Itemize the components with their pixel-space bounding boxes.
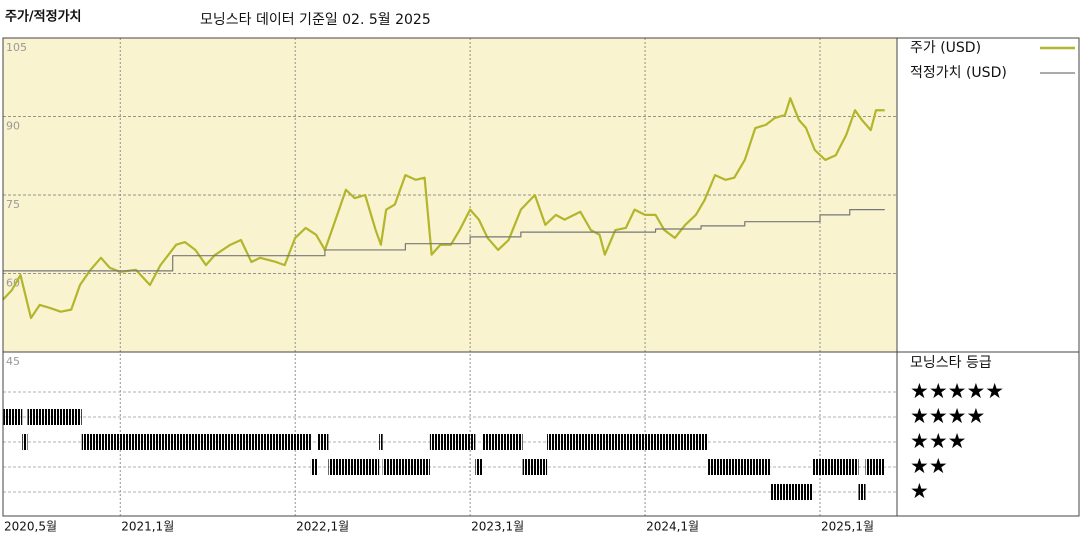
rating-bar: [317, 434, 329, 450]
rating-label: ★★★★★: [910, 379, 1004, 403]
rating-bar: [865, 459, 885, 475]
y-tick-label: 90: [6, 120, 20, 133]
rating-bar: [771, 484, 814, 500]
x-tick-label: 2024,1월: [646, 520, 699, 534]
rating-bar: [482, 434, 523, 450]
rating-label: ★★: [910, 454, 948, 478]
y-tick-label: 105: [6, 41, 27, 54]
legend-label: 주가 (USD): [910, 40, 981, 56]
rating-bar: [475, 459, 483, 475]
x-tick-label: 2020,5월: [4, 520, 57, 534]
chart-subtitle: 모닝스타 데이터 기준일 02. 5월 2025: [200, 12, 431, 28]
series-line: [3, 209, 885, 272]
x-tick-label: 2023,1월: [471, 520, 524, 534]
rating-title: 모닝스타 등급: [910, 355, 992, 371]
rating-bar: [429, 434, 476, 450]
rating-bar: [547, 434, 709, 450]
rating-bar: [3, 409, 23, 425]
x-tick-label: 2021,1월: [121, 520, 174, 534]
y-tick-label: 75: [6, 198, 20, 211]
rating-bar: [708, 459, 772, 475]
rating-bar: [22, 434, 28, 450]
y-tick-label: 60: [6, 277, 20, 290]
rating-bar: [522, 459, 548, 475]
series-line: [2, 97, 885, 320]
y-tick-label: 45: [6, 355, 20, 368]
rating-bar: [328, 459, 380, 475]
rating-bar: [310, 459, 318, 475]
frame: [2, 37, 1080, 517]
rating-bar: [382, 459, 430, 475]
legend-label: 적정가치 (USD): [910, 65, 1007, 81]
rating-bar: [379, 434, 383, 450]
rating-label: ★: [910, 479, 929, 503]
x-tick-label: 2025,1월: [821, 520, 874, 534]
rating-bar: [813, 459, 859, 475]
rating-bar: [858, 484, 866, 500]
x-tick-label: 2022,1월: [296, 520, 349, 534]
rating-label: ★★★: [910, 429, 966, 453]
chart-title: 주가/적정가치: [5, 9, 82, 25]
rating-bar: [27, 409, 82, 425]
rating-bar: [81, 434, 311, 450]
rating-label: ★★★★: [910, 404, 985, 428]
